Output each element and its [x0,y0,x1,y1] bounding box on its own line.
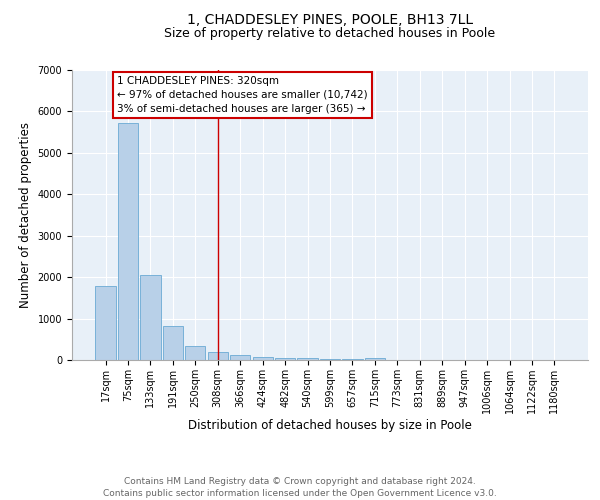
Text: Contains HM Land Registry data © Crown copyright and database right 2024.
Contai: Contains HM Land Registry data © Crown c… [103,476,497,498]
Bar [163,326,183,360]
Bar [118,123,138,360]
Text: 1, CHADDESLEY PINES, POOLE, BH13 7LL: 1, CHADDESLEY PINES, POOLE, BH13 7LL [187,12,473,26]
Y-axis label: Number of detached properties: Number of detached properties [19,122,32,308]
Bar [140,274,161,360]
X-axis label: Distribution of detached houses by size in Poole: Distribution of detached houses by size … [188,418,472,432]
Bar [320,359,340,360]
Bar [185,346,205,360]
Bar [365,358,385,360]
Text: Size of property relative to detached houses in Poole: Size of property relative to detached ho… [164,28,496,40]
Bar [208,352,228,360]
Bar [298,358,317,360]
Bar [230,356,250,360]
Bar [343,359,362,360]
Text: 1 CHADDESLEY PINES: 320sqm
← 97% of detached houses are smaller (10,742)
3% of s: 1 CHADDESLEY PINES: 320sqm ← 97% of deta… [117,76,367,114]
Bar [275,358,295,360]
Bar [253,357,273,360]
Bar [95,286,116,360]
